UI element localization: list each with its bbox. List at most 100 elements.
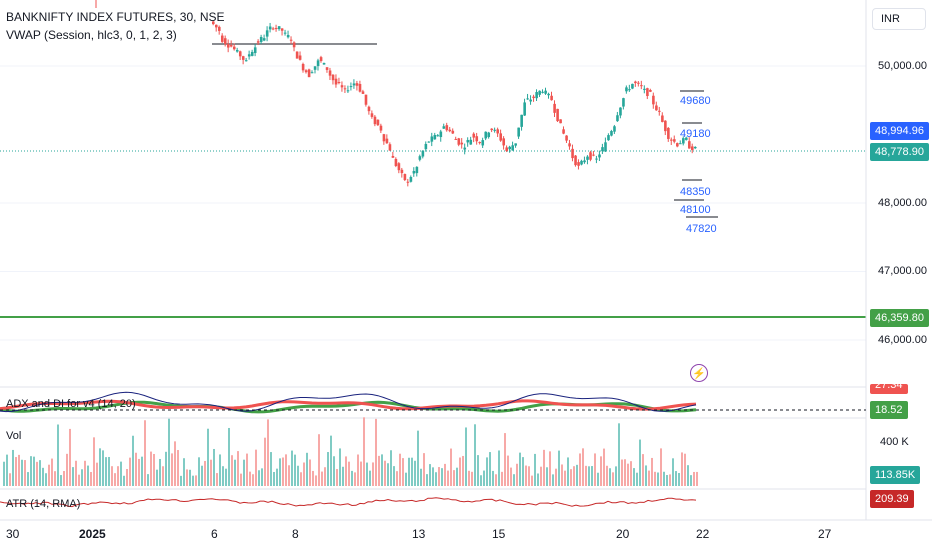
candle-body [310,72,314,74]
volume-bar [66,453,68,486]
time-tick-30: 30 [6,527,20,541]
candle-body [286,34,290,38]
volume-bar [570,469,572,486]
volume-legend[interactable]: Vol [6,430,22,442]
volume-bar [633,468,635,486]
volume-bar [453,470,455,486]
symbol-title[interactable]: BANKNIFTY INDEX FUTURES, 30, NSE [6,10,225,24]
volume-bar [522,457,524,486]
candle-body [220,35,224,42]
candle-body [247,54,251,57]
candle-body [421,150,425,157]
volume-bar [438,467,440,486]
candle-body [280,28,284,31]
volume-bar [654,471,656,486]
volume-bar [156,469,158,486]
candle-body [499,133,503,141]
volume-bar [213,448,215,486]
volume-bar [3,461,5,486]
volume-bar [573,466,575,486]
adx-line [0,391,697,413]
volume-bar [621,459,623,486]
candle-body [553,103,556,113]
atr-legend[interactable]: ATR (14, RMA) [6,498,81,510]
volume-bar [240,473,242,486]
volume-bar [36,461,38,486]
candle-body [325,67,329,70]
candle-body [259,36,263,42]
candle-body [316,60,320,67]
volume-bar [387,463,389,486]
volume-bar [375,418,377,486]
candle-body [394,158,398,167]
volume-bar [153,453,155,486]
volume-bar [222,466,224,486]
volume-bar [513,474,515,486]
volume-bar [138,458,140,486]
candle-body [631,83,634,89]
time-tick-27: 27 [818,527,832,541]
volume-bar [618,423,620,486]
candle-body [277,26,281,30]
candle-body [343,88,347,90]
currency-selector[interactable]: INR [872,8,926,30]
candle-body [517,127,520,137]
candle-body [250,51,254,56]
adx-legend[interactable]: ADX and DI for v4 (14, 20) [6,398,136,410]
candle-body [685,137,688,140]
candle-body [643,88,646,90]
volume-bar [636,472,638,486]
volume-bar [414,460,416,486]
volume-bar [216,473,218,486]
volume-bar [483,470,485,486]
volume-bar [648,470,650,486]
candle-body [223,38,227,45]
volume-bar [276,468,278,486]
volume-bar [357,454,359,486]
candle-body [646,88,649,96]
candle-body [595,158,598,160]
time-tick-6: 6 [211,527,218,541]
candle-body [373,116,377,125]
volume-bar [171,453,173,486]
volume-bar [630,461,632,486]
volume-bar [612,472,614,486]
volume-bar [327,452,329,486]
price-tick-46000: 46,000.00 [878,334,927,346]
candle-body [238,51,242,57]
volume-bar [141,456,143,486]
volume-bar [354,472,356,486]
candle-body [577,162,580,166]
volume-bar [120,461,122,486]
level-label-49680: 49680 [680,95,711,107]
candle-body [212,21,215,25]
volume-bar [468,470,470,486]
price-tick-50000: 50,000.00 [878,60,927,72]
candle-body [535,92,538,99]
volume-bar [528,466,530,486]
candle-body [358,83,362,92]
candle-body [322,62,326,65]
adx-top-badge: 27.34 [870,384,908,394]
candle-body [412,170,416,174]
volume-bar [678,472,680,486]
volume-bar [315,475,317,486]
vwap-legend[interactable]: VWAP (Session, hlc3, 0, 1, 2, 3) [6,28,177,42]
candle-body [574,155,577,166]
volume-bar [225,468,227,486]
volume-bar [534,453,536,486]
volume-bar [264,437,266,486]
volume-bar [288,465,290,486]
lightning-icon[interactable]: ⚡ [690,364,708,382]
volume-bar [279,458,281,486]
volume-bar [294,454,296,486]
volume-bar [297,465,299,486]
candle-body [448,129,452,132]
candle-body [289,39,293,41]
volume-bar [429,464,431,486]
volume-bar [501,471,503,486]
candle-body [469,139,473,145]
volume-bar [675,471,677,486]
volume-bar [495,474,497,486]
